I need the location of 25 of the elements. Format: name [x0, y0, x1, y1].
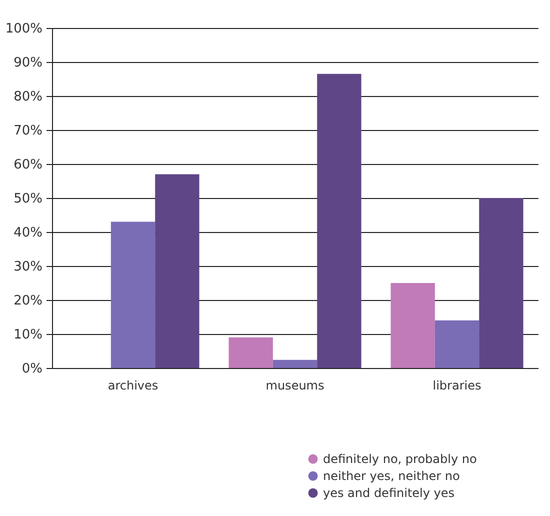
bar — [317, 74, 362, 368]
bar — [155, 174, 200, 368]
bar — [390, 283, 435, 368]
y-tick-label: 60% — [14, 158, 42, 172]
x-tick-label: archives — [108, 378, 158, 392]
legend-label: definitely no, probably no — [323, 452, 477, 466]
y-tick-label: 80% — [14, 90, 42, 104]
y-tick-label: 30% — [14, 260, 42, 274]
x-tick-label: museums — [266, 378, 324, 392]
x-tick-label: libraries — [432, 378, 482, 392]
y-tick-label: 70% — [14, 124, 42, 138]
y-tick-label: 50% — [14, 192, 42, 206]
y-tick-label: 10% — [14, 328, 42, 342]
bar — [272, 360, 318, 368]
y-tick-label: 40% — [14, 226, 42, 240]
y-tick-label: 90% — [14, 56, 42, 70]
bar — [110, 222, 156, 368]
bar — [228, 337, 273, 368]
legend-label: neither yes, neither no — [323, 469, 460, 483]
legend-label: yes and definitely yes — [323, 486, 455, 500]
bar — [479, 198, 524, 368]
y-tick-label: 100% — [5, 22, 42, 36]
y-tick-label: 20% — [14, 294, 42, 308]
y-tick-label: 0% — [22, 362, 42, 376]
bar — [434, 320, 480, 368]
